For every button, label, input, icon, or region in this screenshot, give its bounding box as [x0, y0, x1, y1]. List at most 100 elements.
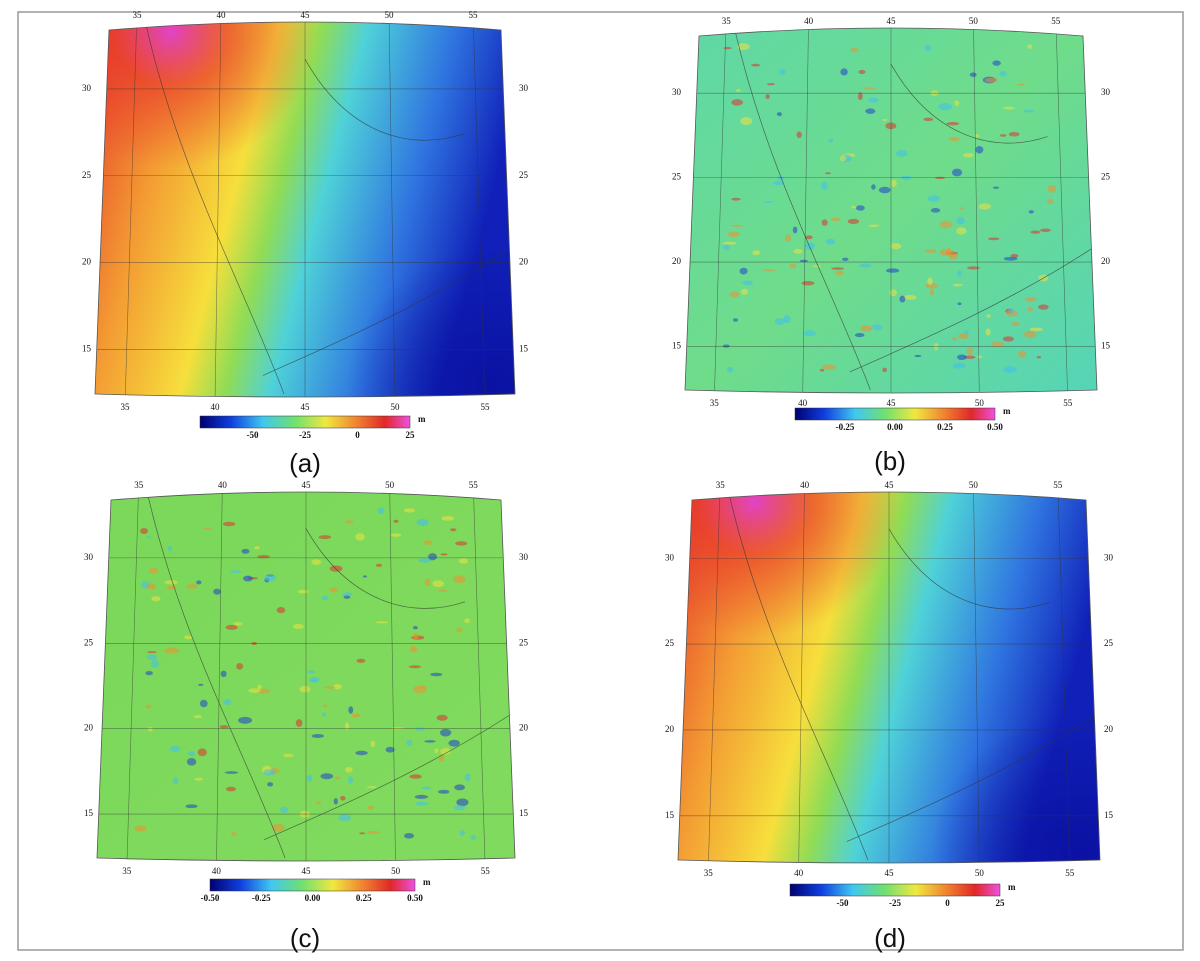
anomaly: [193, 715, 202, 719]
anomaly: [821, 364, 836, 371]
anomaly: [333, 798, 338, 805]
meridian: [1055, 28, 1069, 393]
anomaly: [930, 208, 941, 213]
anomaly: [267, 782, 274, 787]
anomaly: [957, 354, 967, 361]
anomaly: [954, 100, 960, 107]
lat-label-right: 15: [1101, 341, 1111, 351]
anomaly: [440, 553, 448, 556]
anomaly: [456, 798, 469, 807]
anomaly: [803, 330, 817, 337]
anomaly: [828, 138, 834, 143]
anomaly: [342, 592, 353, 597]
anomaly: [732, 318, 739, 322]
anomaly: [321, 712, 327, 717]
anomaly: [282, 753, 294, 758]
anomaly: [957, 270, 962, 277]
colorbar-label: -25: [299, 430, 311, 440]
anomaly: [722, 241, 737, 245]
lat-label-right: 30: [1101, 87, 1111, 97]
anomaly: [329, 586, 338, 593]
anomaly: [899, 295, 906, 303]
anomaly: [146, 536, 152, 539]
anomaly: [272, 823, 285, 832]
lat-label-right: 30: [1104, 552, 1114, 562]
lon-label-bottom: 55: [481, 402, 491, 412]
anomaly: [737, 43, 750, 51]
lon-label-bottom: 55: [481, 866, 491, 876]
anomaly: [367, 805, 375, 810]
map: [95, 22, 515, 397]
anomaly: [197, 748, 207, 757]
frame: [17, 11, 1184, 951]
anomaly: [183, 635, 193, 640]
lon-label-top: 40: [218, 480, 228, 490]
anomaly: [1027, 306, 1033, 312]
lat-label-left: 20: [665, 724, 675, 734]
lat-label-left: 20: [84, 723, 94, 733]
anomaly: [416, 518, 429, 527]
anomaly: [903, 294, 917, 300]
lat-label-left: 25: [665, 638, 675, 648]
anomaly: [164, 580, 178, 585]
colorbar-label: -25: [889, 898, 901, 908]
anomaly: [343, 595, 351, 599]
anomaly: [150, 659, 159, 668]
anomaly: [441, 515, 455, 521]
anomaly: [295, 719, 303, 727]
anomaly: [257, 554, 270, 559]
anomaly: [777, 176, 785, 181]
anomaly: [820, 181, 828, 190]
anomaly: [459, 829, 465, 836]
lon-label-top: 55: [469, 480, 479, 490]
anomaly: [276, 606, 286, 614]
anomaly: [779, 68, 786, 75]
anomaly: [233, 621, 243, 626]
lon-label-top: 45: [302, 480, 312, 490]
anomaly: [432, 580, 444, 588]
lat-label-left: 15: [82, 343, 92, 353]
lat-label-left: 30: [82, 83, 92, 93]
anomaly: [784, 234, 792, 242]
lon-label-bottom: 50: [975, 868, 985, 878]
anomaly: [863, 87, 876, 90]
anomaly: [830, 217, 841, 222]
lat-label-left: 25: [672, 172, 682, 182]
anomaly: [731, 99, 743, 106]
anomaly: [851, 205, 857, 209]
anomaly: [194, 777, 204, 781]
anomaly: [914, 354, 922, 358]
anomaly: [986, 314, 991, 318]
anomaly: [855, 205, 865, 211]
anomaly: [992, 60, 1001, 66]
anomaly: [430, 672, 443, 677]
lon-label-bottom: 50: [391, 866, 401, 876]
lon-label-bottom: 45: [885, 868, 895, 878]
anomaly: [959, 207, 964, 210]
anomaly: [456, 627, 463, 633]
anomaly: [203, 527, 212, 530]
lat-label-left: 20: [82, 257, 92, 267]
anomaly: [238, 716, 253, 724]
anomaly: [340, 795, 346, 801]
lat-label-right: 15: [1104, 810, 1114, 820]
lon-label-bottom: 35: [121, 402, 131, 412]
anomaly: [924, 44, 932, 52]
anomaly: [967, 266, 980, 270]
anomaly: [450, 528, 457, 532]
lat-label-right: 20: [1104, 724, 1114, 734]
anomaly: [1046, 198, 1054, 204]
anomaly: [376, 563, 383, 567]
anomaly: [242, 575, 253, 582]
anomaly: [723, 243, 730, 251]
lat-label-left: 15: [672, 341, 682, 351]
anomaly: [1017, 350, 1027, 358]
anomaly: [147, 651, 157, 654]
anomaly: [742, 280, 754, 286]
anomaly: [799, 259, 809, 263]
anomaly: [923, 117, 934, 122]
lon-label-bottom: 35: [122, 866, 132, 876]
anomaly: [975, 134, 980, 138]
colorbar-label: 0: [945, 898, 950, 908]
